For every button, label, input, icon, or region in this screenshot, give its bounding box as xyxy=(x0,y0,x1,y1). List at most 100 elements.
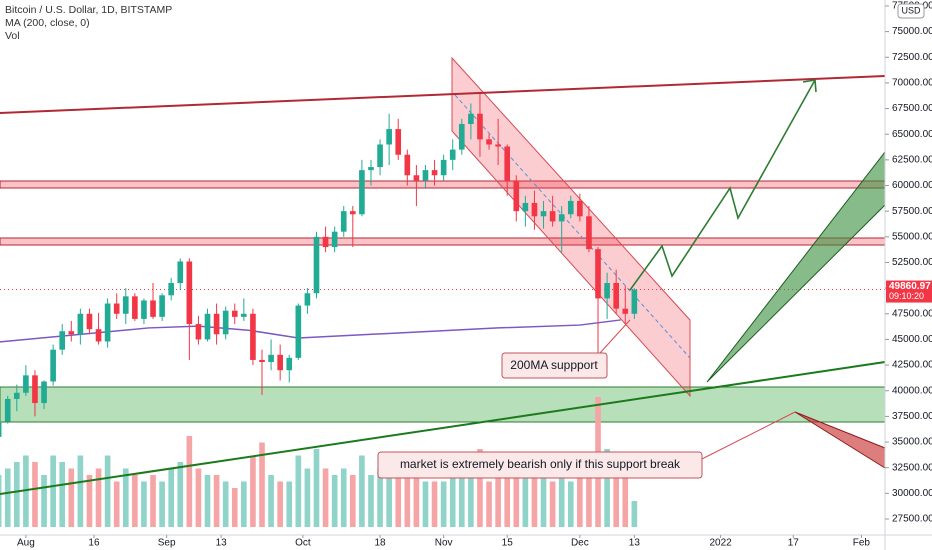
volume-bar xyxy=(522,475,529,527)
annotation-box xyxy=(501,352,608,379)
candle-body xyxy=(141,300,147,319)
volume-bar xyxy=(577,475,583,527)
volume-bar xyxy=(350,475,356,527)
candle-body xyxy=(313,236,320,294)
volume-bar xyxy=(32,462,38,527)
y-tick-label: 60000.00 xyxy=(892,180,932,191)
candle-body xyxy=(613,282,620,309)
trend-line xyxy=(0,361,886,495)
volume-bar xyxy=(222,481,229,527)
candle-body xyxy=(622,308,629,314)
candle-body xyxy=(504,146,511,181)
x-tick-label: 15 xyxy=(502,538,514,549)
last-price-box xyxy=(886,280,932,303)
candle-body xyxy=(59,331,66,350)
candle-body xyxy=(304,293,311,306)
x-tick-label: Sep xyxy=(158,538,176,549)
candle-body xyxy=(359,170,365,215)
volume-bar xyxy=(449,475,456,527)
y-tick-label: 40000.00 xyxy=(892,385,932,396)
candle-body xyxy=(41,381,47,404)
candle-body xyxy=(368,167,374,171)
volume-bar xyxy=(622,475,629,527)
volume-bar xyxy=(159,481,165,527)
callout-line xyxy=(599,319,631,354)
volume-bar xyxy=(468,468,474,527)
volume-bar xyxy=(268,475,274,527)
drawings-under xyxy=(0,56,886,423)
candle-body xyxy=(449,149,456,160)
y-tick-label: 55000.00 xyxy=(892,231,932,242)
candle-body xyxy=(122,296,129,314)
volume-bar xyxy=(295,455,302,527)
candle-body xyxy=(477,113,483,140)
candle-body xyxy=(132,296,138,319)
time-axis xyxy=(0,535,885,550)
volume-bar xyxy=(331,475,338,527)
candle-body xyxy=(522,202,529,212)
y-tick-label: 30000.00 xyxy=(892,488,932,499)
candle-body xyxy=(558,214,565,222)
volume-bar xyxy=(286,481,293,527)
volume-bar xyxy=(195,468,202,527)
last-price: 49860.97 xyxy=(889,281,931,292)
x-tick-label: Feb xyxy=(853,538,871,549)
volume-bar xyxy=(422,481,429,527)
projection-path xyxy=(629,79,816,291)
candle-body xyxy=(422,170,429,181)
candle-body xyxy=(23,375,29,393)
channel-midline xyxy=(454,94,691,359)
candle-body xyxy=(268,354,274,363)
candle-body xyxy=(250,313,256,360)
candle-body xyxy=(195,324,202,340)
x-tick-label: Aug xyxy=(17,538,35,549)
annotation-box xyxy=(377,451,703,479)
volume-bar xyxy=(395,468,402,527)
y-tick-label: 45000.00 xyxy=(892,334,932,345)
volume-bar xyxy=(231,488,238,527)
volume-bar xyxy=(4,468,11,527)
volume-bar xyxy=(95,468,102,527)
arrow-head xyxy=(802,79,817,93)
volume-bar xyxy=(41,475,47,527)
candle-body xyxy=(113,303,120,314)
volume-bar xyxy=(13,462,20,527)
volume-bar xyxy=(495,475,501,527)
volume-bar xyxy=(122,468,129,527)
candle-body xyxy=(595,249,601,299)
y-tick-label: 65000.00 xyxy=(892,129,932,140)
volume-bar xyxy=(477,449,483,527)
candle-body xyxy=(241,313,247,317)
x-tick-label: 13 xyxy=(629,538,641,549)
volume-bar xyxy=(540,475,547,527)
volume-bar xyxy=(132,475,138,527)
candle-body xyxy=(495,144,501,147)
candle-body xyxy=(468,113,474,124)
volume-bar xyxy=(186,436,193,527)
candle-body xyxy=(95,329,102,342)
y-tick-label: 75000.00 xyxy=(892,26,932,37)
candle-body xyxy=(577,200,583,217)
trend-line xyxy=(0,75,886,114)
annotation: 200MA suppport xyxy=(510,358,598,372)
y-tick-label: 62500.00 xyxy=(892,155,932,166)
x-tick-label: 18 xyxy=(375,538,387,549)
candle-body xyxy=(186,261,193,325)
volume-bar xyxy=(322,468,329,527)
volume-bar xyxy=(113,481,120,527)
candle-body xyxy=(277,354,283,371)
volume-bar xyxy=(168,468,175,527)
volume-bar xyxy=(604,449,610,527)
candle-body xyxy=(567,200,574,215)
price-axis xyxy=(885,0,932,550)
y-tick-label: 67500.00 xyxy=(892,103,932,114)
volume-bar xyxy=(359,455,365,527)
currency-box xyxy=(897,3,925,19)
volume-bar xyxy=(86,475,93,527)
volume-bar xyxy=(150,475,156,527)
y-tick-label: 47500.00 xyxy=(892,308,932,319)
candle-body xyxy=(350,211,356,215)
volume-bar xyxy=(613,468,620,527)
indicator-label: Vol xyxy=(5,30,20,42)
candle-body xyxy=(604,282,610,299)
